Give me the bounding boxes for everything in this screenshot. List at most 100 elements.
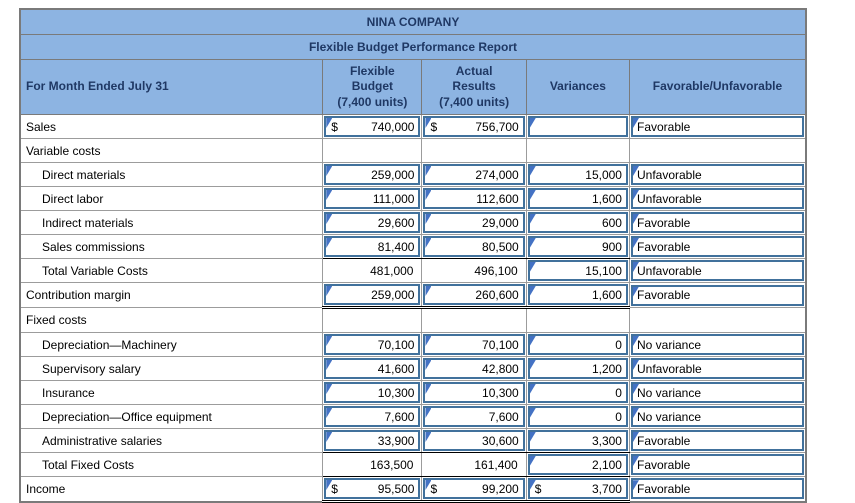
input-cell[interactable]: 0 bbox=[527, 406, 628, 427]
input-cell[interactable]: $95,500 bbox=[324, 478, 421, 499]
value-cell: 481,000 bbox=[322, 258, 423, 283]
input-cell[interactable]: No variance bbox=[630, 406, 804, 427]
cell: 3,300 bbox=[525, 428, 630, 453]
table-row: Direct materials 259,000 274,000 15,000 Unfa… bbox=[19, 162, 807, 187]
input-flag-icon bbox=[326, 360, 333, 370]
cell: Favorable bbox=[628, 282, 807, 308]
input-cell[interactable]: Favorable bbox=[630, 430, 804, 451]
input-cell[interactable]: 70,100 bbox=[324, 334, 421, 355]
input-cell[interactable]: Unfavorable bbox=[630, 164, 804, 185]
input-cell[interactable]: 81,400 bbox=[324, 236, 421, 257]
cell-value: Favorable bbox=[636, 433, 691, 448]
report-subtitle: Flexible Budget Performance Report bbox=[19, 34, 807, 60]
input-cell[interactable]: 10,300 bbox=[423, 382, 525, 403]
cell: Unfavorable bbox=[628, 162, 807, 187]
input-cell[interactable]: No variance bbox=[630, 334, 804, 355]
cell: 259,000 bbox=[322, 282, 423, 309]
input-cell[interactable]: 274,000 bbox=[423, 164, 525, 185]
cell: 33,900 bbox=[322, 428, 423, 453]
empty-cell bbox=[322, 307, 423, 333]
input-cell[interactable]: Favorable bbox=[630, 284, 804, 306]
input-cell[interactable]: Favorable bbox=[630, 478, 804, 500]
input-flag-icon bbox=[425, 384, 432, 394]
table-row: Contribution margin 259,000 260,600 1,600 Fa… bbox=[19, 282, 807, 309]
cell-value: 600 bbox=[601, 215, 622, 230]
input-cell[interactable]: Favorable bbox=[630, 454, 804, 475]
input-cell[interactable]: 1,200 bbox=[527, 358, 628, 379]
input-flag-icon bbox=[326, 384, 333, 394]
cell-value: 41,600 bbox=[377, 361, 415, 376]
input-cell[interactable]: $3,700 bbox=[527, 478, 628, 499]
input-flag-icon bbox=[529, 214, 536, 224]
input-cell[interactable]: 260,600 bbox=[423, 284, 525, 305]
input-cell[interactable]: 111,000 bbox=[324, 188, 421, 209]
input-cell[interactable]: Favorable bbox=[630, 236, 804, 257]
input-cell[interactable]: No variance bbox=[630, 382, 804, 403]
input-flag-icon bbox=[425, 360, 432, 370]
input-cell[interactable]: Favorable bbox=[630, 116, 804, 137]
input-flag-icon bbox=[529, 262, 536, 272]
input-cell[interactable]: Favorable bbox=[630, 212, 804, 233]
input-cell[interactable]: 70,100 bbox=[423, 334, 525, 355]
input-cell[interactable]: Unfavorable bbox=[630, 188, 804, 209]
input-cell[interactable]: 7,600 bbox=[324, 406, 421, 427]
input-cell[interactable]: 7,600 bbox=[423, 406, 525, 427]
cell: 70,100 bbox=[322, 332, 423, 357]
column-header-row-label: For Month Ended July 31 bbox=[19, 59, 324, 115]
input-flag-icon bbox=[632, 456, 639, 466]
table-row: Sales $740,000 $756,700 Favorable bbox=[19, 114, 807, 139]
cell: 15,100 bbox=[525, 258, 630, 283]
input-cell[interactable]: 1,600 bbox=[527, 188, 628, 209]
input-cell[interactable]: 259,000 bbox=[324, 284, 421, 305]
table-row: Indirect materials 29,600 29,000 600 Favorab… bbox=[19, 210, 807, 235]
table-row: Fixed costs bbox=[19, 307, 807, 333]
input-cell[interactable]: 42,800 bbox=[423, 358, 525, 379]
input-cell[interactable]: 0 bbox=[527, 382, 628, 403]
cell-value: No variance bbox=[636, 409, 702, 424]
row-label: Fixed costs bbox=[19, 307, 324, 333]
table-row: Income $95,500 $99,200 $3,700 Favorable bbox=[19, 476, 807, 503]
input-cell[interactable]: Unfavorable bbox=[630, 260, 804, 281]
currency-symbol: $ bbox=[430, 119, 438, 134]
input-cell[interactable]: 29,000 bbox=[423, 212, 525, 233]
input-cell[interactable]: 900 bbox=[527, 236, 628, 257]
row-label: Sales commissions bbox=[19, 234, 324, 259]
input-cell[interactable]: $756,700 bbox=[423, 116, 525, 137]
cell: Favorable bbox=[628, 452, 807, 477]
input-cell[interactable]: 30,600 bbox=[423, 430, 525, 451]
input-flag-icon bbox=[632, 190, 639, 200]
input-flag-icon bbox=[529, 408, 536, 418]
input-cell[interactable]: 15,100 bbox=[527, 260, 628, 281]
cell: 7,600 bbox=[322, 404, 423, 429]
cell-value: 259,000 bbox=[371, 167, 415, 182]
input-cell[interactable]: 29,600 bbox=[324, 212, 421, 233]
cell-value: 756,700 bbox=[475, 119, 519, 134]
cell: No variance bbox=[628, 380, 807, 405]
input-cell[interactable]: 80,500 bbox=[423, 236, 525, 257]
input-cell[interactable]: 259,000 bbox=[324, 164, 421, 185]
cell-value: 0 bbox=[615, 385, 622, 400]
input-cell[interactable]: 112,600 bbox=[423, 188, 525, 209]
input-cell[interactable]: 3,300 bbox=[527, 430, 628, 451]
cell: 1,600 bbox=[525, 186, 630, 211]
cell: 112,600 bbox=[421, 186, 527, 211]
input-flag-icon bbox=[425, 336, 432, 346]
cell-value: 0 bbox=[615, 337, 622, 352]
cell-value: 7,600 bbox=[488, 409, 519, 424]
input-cell[interactable]: 1,600 bbox=[527, 284, 628, 305]
input-cell[interactable]: Unfavorable bbox=[630, 358, 804, 379]
row-label: Indirect materials bbox=[19, 210, 324, 235]
input-cell[interactable]: $740,000 bbox=[324, 116, 421, 137]
input-cell[interactable]: 600 bbox=[527, 212, 628, 233]
input-cell[interactable]: $99,200 bbox=[423, 478, 525, 499]
column-header-actual-results: Actual Results (7,400 units) bbox=[421, 59, 527, 115]
input-cell[interactable]: 10,300 bbox=[324, 382, 421, 403]
input-cell[interactable]: 0 bbox=[527, 334, 628, 355]
cell: 80,500 bbox=[421, 234, 527, 259]
input-cell[interactable] bbox=[527, 116, 628, 137]
input-cell[interactable]: 2,100 bbox=[527, 454, 628, 475]
input-cell[interactable]: 41,600 bbox=[324, 358, 421, 379]
input-cell[interactable]: 33,900 bbox=[324, 430, 421, 451]
input-flag-icon bbox=[529, 456, 536, 466]
input-cell[interactable]: 15,000 bbox=[527, 164, 628, 185]
